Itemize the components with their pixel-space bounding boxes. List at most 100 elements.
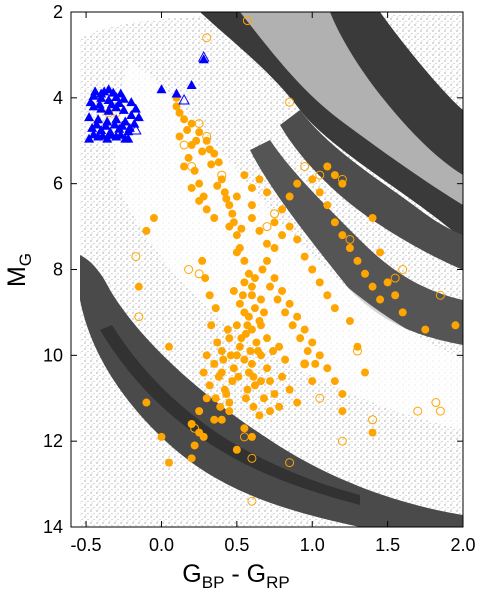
orange-filled-point (190, 441, 199, 450)
background-density-field (80, 12, 463, 527)
blue-filled-triangle-point (103, 84, 114, 94)
orange-filled-point (270, 274, 279, 283)
orange-filled-point (345, 317, 354, 325)
blue-filled-triangle-point (96, 88, 107, 98)
orange-filled-point (216, 402, 225, 411)
orange-filled-point (187, 183, 196, 192)
orange-filled-point (288, 321, 297, 330)
orange-filled-point (308, 265, 317, 274)
orange-filled-point (315, 351, 324, 360)
orange-filled-point (240, 256, 249, 265)
orange-filled-point (237, 224, 246, 233)
orange-filled-point (202, 351, 211, 360)
orange-filled-point (157, 432, 166, 441)
orange-filled-point (198, 256, 207, 265)
orange-filled-point (184, 153, 193, 162)
orange-filled-point (240, 424, 249, 433)
orange-filled-point (269, 347, 278, 356)
orange-open-point (247, 496, 257, 506)
orange-filled-point (232, 248, 241, 257)
orange-filled-point (255, 411, 264, 420)
orange-open-point (187, 162, 197, 171)
orange-filled-point (270, 218, 279, 227)
orange-filled-point (285, 299, 294, 308)
blue-filled-triangle-point (106, 129, 117, 139)
orange-filled-point (201, 274, 210, 283)
blue-filled-triangle-point (129, 118, 140, 128)
orange-filled-point (368, 428, 377, 437)
main-sequence-ridge (240, 12, 463, 205)
orange-filled-point (263, 188, 271, 197)
orange-filled-point (232, 445, 241, 454)
orange-filled-point (451, 321, 460, 330)
y-tick-label: 14 (43, 517, 63, 537)
blue-filled-triangle-point (118, 104, 129, 114)
orange-filled-point (278, 205, 287, 214)
orange-filled-point (303, 347, 312, 356)
orange-filled-point (263, 364, 271, 373)
blue-filled-triangle-point (109, 119, 120, 129)
orange-filled-point (244, 312, 253, 321)
orange-filled-point (300, 325, 309, 334)
blue-filled-triangle-point (115, 129, 126, 139)
blue-filled-triangle-point (117, 120, 128, 130)
orange-filled-point (217, 415, 226, 424)
orange-filled-point (300, 359, 309, 368)
orange-open-point (315, 170, 325, 180)
blue-filled-triangle-point (94, 99, 105, 109)
orange-open-point (300, 162, 310, 171)
blue-filled-triangle-point (186, 79, 197, 89)
orange-filled-point (225, 201, 234, 210)
orange-filled-point (256, 321, 265, 330)
main-sequence-band (200, 12, 463, 240)
x-tick-label: 0.0 (149, 535, 174, 555)
orange-filled-point (281, 355, 290, 364)
orange-filled-point (250, 304, 259, 313)
orange-filled-point (330, 304, 339, 313)
orange-filled-point (211, 304, 220, 313)
orange-filled-point (244, 269, 253, 278)
orange-filled-point (255, 175, 264, 184)
x-axis-title: GBP - GRP (182, 560, 289, 592)
y-tick-label: 4 (53, 88, 63, 108)
y-tick-label: 8 (53, 260, 63, 280)
orange-filled-point (315, 278, 324, 287)
blue-filled-triangle-point (156, 84, 167, 94)
giant-branch-band (280, 110, 463, 270)
blue-filled-triangle-point (100, 120, 111, 130)
blue-filled-triangle-point (106, 99, 117, 109)
orange-filled-point (232, 351, 241, 360)
orange-filled-point (187, 454, 196, 463)
orange-filled-point (259, 308, 268, 317)
orange-filled-point (266, 282, 275, 291)
blue-filled-triangle-point (115, 88, 126, 98)
orange-open-point (262, 222, 272, 232)
orange-filled-point (195, 179, 204, 188)
orange-filled-point (368, 214, 377, 222)
orange-filled-point (225, 398, 234, 407)
orange-filled-point (263, 239, 271, 248)
orange-open-point (202, 131, 212, 141)
orange-filled-point (353, 256, 362, 265)
blue-filled-triangle-point (114, 97, 125, 107)
orange-filled-point (247, 183, 256, 192)
orange-filled-point (229, 286, 238, 295)
orange-filled-point (241, 394, 250, 403)
orange-filled-point (190, 166, 199, 175)
orange-filled-point (258, 265, 267, 274)
orange-filled-point (308, 338, 317, 347)
orange-filled-point (187, 420, 196, 428)
blue-filled-triangle-point (108, 87, 119, 97)
orange-filled-point (183, 126, 192, 135)
x-tick-label: 1.0 (300, 535, 325, 555)
orange-filled-point (383, 278, 392, 287)
orange-filled-point (266, 407, 275, 416)
orange-filled-point (240, 171, 249, 180)
blue-filled-triangle-point (91, 119, 102, 129)
orange-filled-point (234, 372, 243, 381)
orange-filled-point (368, 282, 377, 291)
orange-filled-point (338, 407, 347, 416)
orange-filled-point (229, 364, 238, 373)
blue-filled-triangle-point (171, 88, 182, 98)
